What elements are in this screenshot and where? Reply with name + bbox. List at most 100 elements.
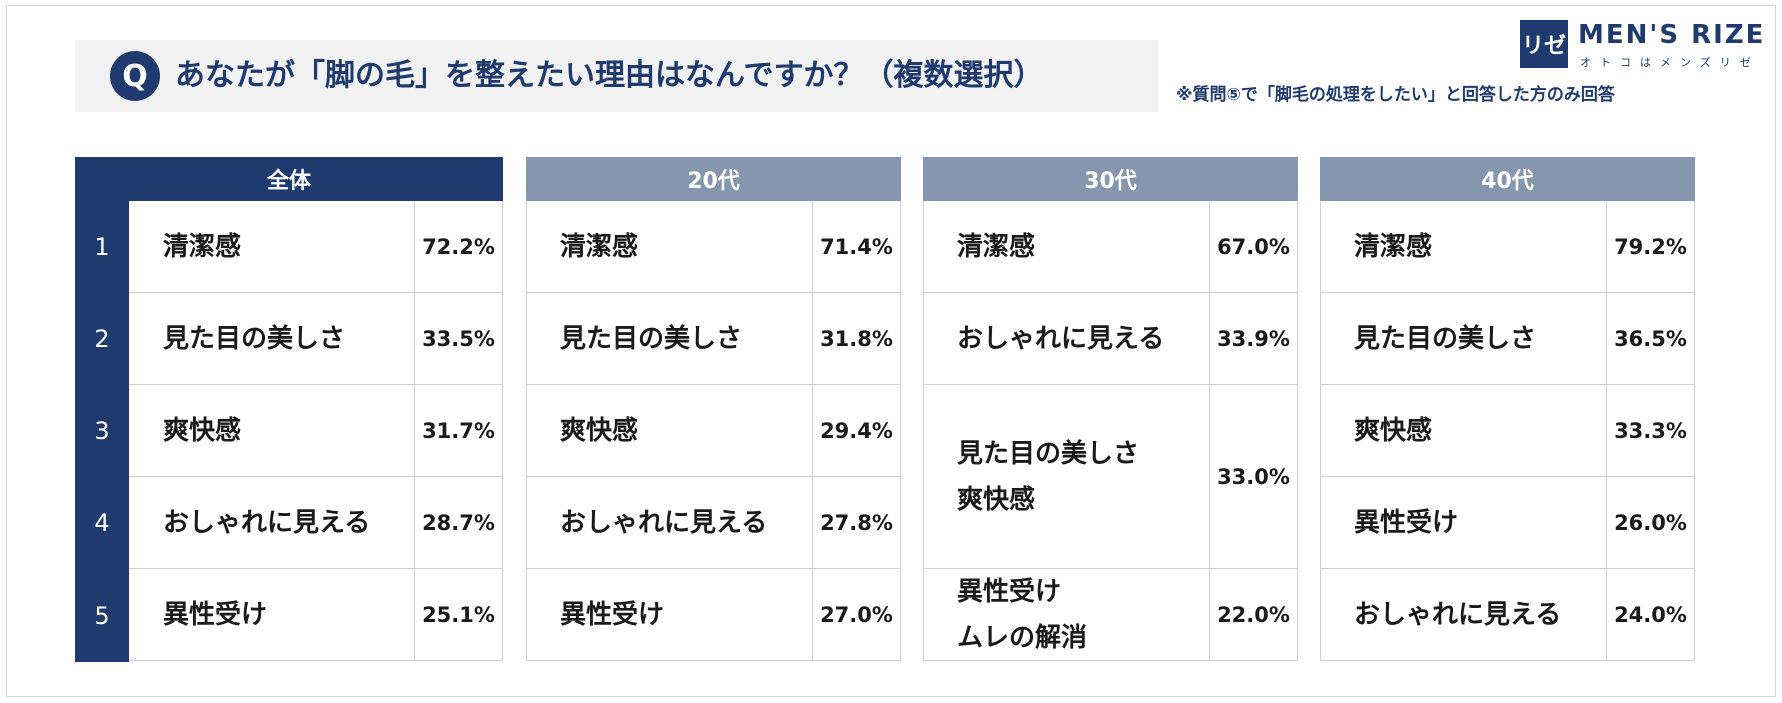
- percentage-value: 33.0%: [1209, 385, 1297, 568]
- table-row: 爽快感 31.7%: [76, 385, 502, 477]
- percentage-value: 26.0%: [1606, 477, 1694, 568]
- table-row: 清潔感 71.4%: [527, 201, 900, 293]
- table-row: 清潔感 67.0%: [924, 201, 1297, 293]
- table-row: 清潔感 72.2%: [76, 201, 502, 293]
- percentage-value: 33.5%: [414, 293, 502, 384]
- reason-text: 爽快感: [957, 484, 1036, 515]
- reason-label: 爽快感: [163, 385, 241, 476]
- table-row: 爽快感 33.3%: [1321, 385, 1694, 477]
- percentage-value: 31.7%: [414, 385, 502, 476]
- percentage-value: 31.8%: [812, 293, 900, 384]
- percentage-value: 27.8%: [812, 477, 900, 568]
- reason-label: おしゃれに見える: [560, 477, 767, 568]
- table-row: 見た目の美しさ 33.5%: [76, 293, 502, 385]
- table-row: おしゃれに見える 28.7%: [76, 477, 502, 569]
- logo-tagline: オトコはメンズリゼ: [1580, 56, 1760, 69]
- percentage-value: 71.4%: [812, 201, 900, 292]
- reason-text: 異性受け: [163, 599, 268, 630]
- percentage-value: 36.5%: [1606, 293, 1694, 384]
- percentage-value: 29.4%: [812, 385, 900, 476]
- reason-text: 異性受け: [957, 576, 1062, 607]
- reason-text: 見た目の美しさ: [1354, 323, 1537, 354]
- ranking-table: 全体清潔感 72.2% 見た目の美しさ 33.5% 爽快感 31.7% おしゃれに見える 28…: [75, 157, 503, 662]
- percentage-value: 33.9%: [1209, 293, 1297, 384]
- table-header: 20代: [526, 157, 901, 201]
- reason-label: 爽快感: [560, 385, 638, 476]
- reason-label: 見た目の美しさ 爽快感: [957, 385, 1139, 568]
- reason-label: 見た目の美しさ: [1354, 293, 1536, 384]
- table-header: 全体: [75, 157, 503, 201]
- ranking-table: 30代 清潔感 67.0% おしゃれに見える 33.9% 見た目の美しさ 爽快感 33.0% 異…: [923, 157, 1298, 661]
- table-row: 見た目の美しさ 36.5%: [1321, 293, 1694, 385]
- reason-label: 異性受け ムレの解消: [957, 569, 1087, 660]
- table-body: 清潔感 67.0% おしゃれに見える 33.9% 見た目の美しさ 爽快感 33.0% 異性受け…: [923, 201, 1298, 661]
- reason-label: 清潔感: [163, 201, 241, 292]
- percentage-value: 72.2%: [414, 201, 502, 292]
- brand-logo: リゼ MEN'S RIZE オトコはメンズリゼ: [1520, 20, 1770, 70]
- table-row: 見た目の美しさ 爽快感 33.0%: [924, 385, 1297, 569]
- percentage-value: 33.3%: [1606, 385, 1694, 476]
- reason-text: おしゃれに見える: [957, 323, 1165, 354]
- card-frame: [6, 5, 1776, 697]
- table-header: 30代: [923, 157, 1298, 201]
- ranking-table: 20代清潔感 71.4% 見た目の美しさ 31.8% 爽快感 29.4% おしゃれに見える 2…: [526, 157, 901, 661]
- reason-text: 爽快感: [1354, 415, 1433, 446]
- reason-label: 爽快感: [1354, 385, 1432, 476]
- table-row: 異性受け 25.1%: [76, 569, 502, 661]
- reason-text: おしゃれに見える: [560, 507, 768, 538]
- reason-label: 異性受け: [163, 569, 267, 660]
- percentage-value: 28.7%: [414, 477, 502, 568]
- percentage-value: 22.0%: [1209, 569, 1297, 660]
- rank-number: 5: [75, 569, 129, 662]
- table-row: 清潔感 79.2%: [1321, 201, 1694, 293]
- reason-text: 見た目の美しさ: [163, 323, 346, 354]
- reason-text: 清潔感: [1354, 231, 1433, 262]
- rank-number: 2: [75, 293, 129, 385]
- rank-number: 1: [75, 201, 129, 293]
- reason-label: おしゃれに見える: [1354, 569, 1561, 660]
- percentage-value: 67.0%: [1209, 201, 1297, 292]
- percentage-value: 25.1%: [414, 569, 502, 660]
- reason-text: おしゃれに見える: [1354, 599, 1562, 630]
- table-row: 異性受け 26.0%: [1321, 477, 1694, 569]
- question-badge: Q: [110, 51, 160, 101]
- reason-label: おしゃれに見える: [957, 293, 1164, 384]
- table-body: 清潔感 71.4% 見た目の美しさ 31.8% 爽快感 29.4% おしゃれに見える 27.8…: [526, 201, 901, 661]
- table-header: 40代: [1320, 157, 1695, 201]
- percentage-value: 27.0%: [812, 569, 900, 660]
- reason-text: 清潔感: [957, 231, 1036, 262]
- reason-label: 清潔感: [560, 201, 638, 292]
- reason-text: 爽快感: [560, 415, 639, 446]
- ranking-table: 40代清潔感 79.2% 見た目の美しさ 36.5% 爽快感 33.3% 異性受け 26.0%…: [1320, 157, 1695, 661]
- reason-label: 見た目の美しさ: [163, 293, 345, 384]
- table-row: 見た目の美しさ 31.8%: [527, 293, 900, 385]
- reason-label: 異性受け: [560, 569, 664, 660]
- rank-number: 4: [75, 477, 129, 569]
- reason-text: 清潔感: [560, 231, 639, 262]
- reason-label: 見た目の美しさ: [560, 293, 742, 384]
- table-row: おしゃれに見える 33.9%: [924, 293, 1297, 385]
- reason-text: おしゃれに見える: [163, 507, 371, 538]
- table-body: 清潔感 79.2% 見た目の美しさ 36.5% 爽快感 33.3% 異性受け 26.0% おしゃ…: [1320, 201, 1695, 661]
- question-text: あなたが「脚の毛」を整えたい理由はなんですか？（複数選択）: [175, 58, 1044, 93]
- reason-text: 異性受け: [1354, 507, 1459, 538]
- table-row: 異性受け ムレの解消 22.0%: [924, 569, 1297, 661]
- reason-text: 異性受け: [560, 599, 665, 630]
- percentage-value: 79.2%: [1606, 201, 1694, 292]
- reason-label: 清潔感: [1354, 201, 1432, 292]
- question-note: ※質問⑤で「脚毛の処理をしたい」と回答した方のみ回答: [1176, 85, 1615, 105]
- reason-label: 清潔感: [957, 201, 1035, 292]
- rank-number: 3: [75, 385, 129, 477]
- table-row: 異性受け 27.0%: [527, 569, 900, 661]
- logo-name: MEN'S RIZE: [1578, 20, 1766, 50]
- question-banner: Q あなたが「脚の毛」を整えたい理由はなんですか？（複数選択）: [75, 40, 1158, 112]
- logo-mark: リゼ: [1520, 20, 1568, 68]
- reason-text: 見た目の美しさ: [957, 438, 1140, 469]
- table-row: おしゃれに見える 24.0%: [1321, 569, 1694, 661]
- reason-text: 見た目の美しさ: [560, 323, 743, 354]
- table-body: 清潔感 72.2% 見た目の美しさ 33.5% 爽快感 31.7% おしゃれに見える 28.7…: [75, 201, 503, 662]
- reason-label: 異性受け: [1354, 477, 1458, 568]
- percentage-value: 24.0%: [1606, 569, 1694, 660]
- reason-text: 爽快感: [163, 415, 242, 446]
- reason-text: 清潔感: [163, 231, 242, 262]
